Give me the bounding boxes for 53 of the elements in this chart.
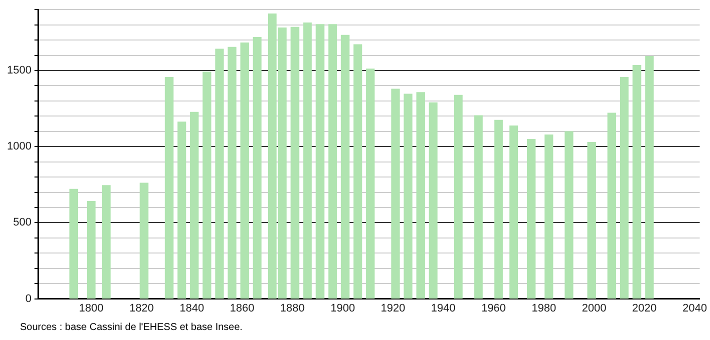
x-tick-label: 1920 xyxy=(380,302,406,314)
y-tick-label: 500 xyxy=(13,216,32,229)
bar xyxy=(416,92,425,299)
bar xyxy=(353,44,362,299)
bar xyxy=(564,131,574,299)
bar xyxy=(454,94,463,299)
bar xyxy=(303,22,312,299)
bar xyxy=(290,26,300,299)
x-tick-label: 2020 xyxy=(632,302,657,314)
bar xyxy=(252,36,262,299)
x-tick-label: 1800 xyxy=(79,302,104,314)
y-tick-label: 1500 xyxy=(6,64,32,77)
bar xyxy=(190,112,199,299)
bar xyxy=(428,102,438,299)
bar xyxy=(102,185,111,299)
bar xyxy=(177,122,186,299)
bar xyxy=(587,142,596,299)
bar xyxy=(164,77,174,299)
bar xyxy=(544,134,554,299)
bar xyxy=(228,46,236,299)
bar xyxy=(202,72,212,299)
bar xyxy=(509,126,518,299)
bar xyxy=(215,48,224,299)
bar xyxy=(526,138,536,299)
x-tick-label: 1960 xyxy=(481,302,506,314)
bar xyxy=(474,115,483,299)
x-tick-label: 1940 xyxy=(431,302,456,314)
y-tick-label: 0 xyxy=(25,292,32,305)
bar xyxy=(494,120,503,299)
x-tick-label: 1980 xyxy=(532,302,556,314)
y-tick-label: 1000 xyxy=(6,140,32,153)
bar xyxy=(140,182,148,299)
bar xyxy=(607,112,616,299)
bar xyxy=(86,201,96,299)
bar xyxy=(366,68,375,299)
bar xyxy=(240,42,249,299)
bar xyxy=(632,64,642,299)
x-tick-label: 1840 xyxy=(180,302,204,314)
bar xyxy=(316,24,324,299)
bar xyxy=(645,56,654,299)
bar xyxy=(340,34,350,299)
bar xyxy=(620,77,629,299)
bar xyxy=(69,188,78,299)
x-tick-label: 1880 xyxy=(280,302,305,314)
x-tick-label: 2040 xyxy=(682,302,707,314)
x-tick-label: 2000 xyxy=(582,302,606,314)
x-tick-label: 1860 xyxy=(230,302,254,314)
x-tick-label: 1820 xyxy=(129,302,154,314)
source-note: Sources : base Cassini de l'EHESS et base Insee. xyxy=(20,322,243,333)
x-tick-label: 1900 xyxy=(330,302,355,314)
bar xyxy=(404,94,412,299)
bar xyxy=(391,88,400,299)
bar xyxy=(328,24,337,299)
